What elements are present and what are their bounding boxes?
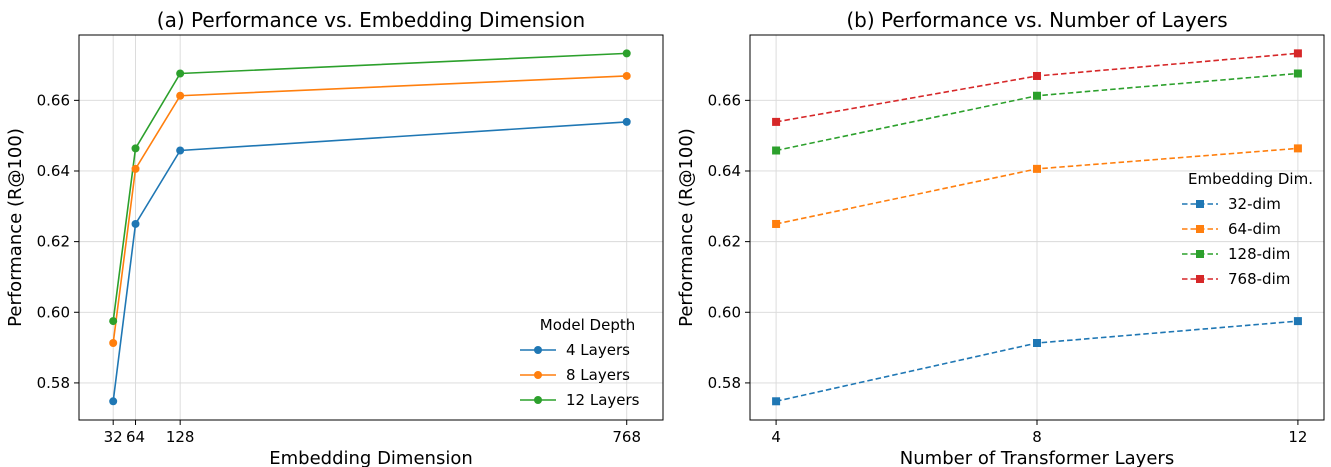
data-point-0-2 — [1293, 317, 1302, 326]
series-line-2 — [112, 52, 627, 322]
y-tick-label-0: 0.58 — [37, 374, 70, 392]
legend-marker-1 — [1196, 225, 1204, 233]
panel-b-x-axis-label: Number of Transformer Layers — [900, 448, 1174, 467]
legend-label-2: 12 Layers — [566, 391, 640, 409]
series-line-0 — [112, 121, 627, 402]
y-tick-label-3: 0.64 — [37, 162, 70, 180]
panel-b-chart: 4 8 12 0.58 0.60 0.62 0.64 0.66 (b) Performance… — [676, 8, 1325, 467]
data-point-1-2 — [1293, 144, 1302, 153]
data-point-1-3 — [622, 71, 631, 80]
legend-marker-3 — [1196, 275, 1204, 283]
panel-b-legend-title: Embedding Dim. — [1188, 170, 1313, 188]
series-line-1 — [112, 75, 627, 344]
panel-a-ticks: 32 64 128 768 0.58 0.60 0.62 0.64 0.66 — [37, 91, 641, 446]
legend-label-1: 64-dim — [1228, 220, 1281, 238]
data-point-0-0 — [109, 397, 118, 406]
y-tick-label-3: 0.64 — [708, 162, 741, 180]
data-point-3-2 — [1293, 49, 1302, 58]
legend-label-1: 8 Layers — [566, 366, 630, 384]
data-point-0-1 — [131, 219, 140, 228]
data-point-1-1 — [1033, 164, 1041, 173]
panel-b-ticks: 4 8 12 0.58 0.60 0.62 0.64 0.66 — [708, 91, 1308, 446]
legend-marker-0 — [534, 346, 542, 354]
legend-label-0: 32-dim — [1228, 195, 1281, 213]
panel-a-series-lines — [112, 52, 627, 402]
panel-b-series-markers — [772, 49, 1302, 406]
data-point-0-3 — [622, 117, 631, 126]
data-point-1-2 — [176, 91, 185, 100]
data-point-1-0 — [772, 219, 781, 228]
panel-a-x-axis-label: Embedding Dimension — [269, 448, 473, 467]
panel-a-chart: 32 64 128 768 0.58 0.60 0.62 0.64 0.66 (a) Perfo… — [5, 8, 664, 467]
legend-label-3: 768-dim — [1228, 270, 1290, 288]
y-tick-label-2: 0.62 — [708, 233, 741, 251]
x-tick-label-2: 128 — [166, 428, 195, 446]
panel-a-grid — [79, 35, 663, 420]
data-point-3-1 — [1033, 71, 1041, 80]
y-tick-label-1: 0.60 — [37, 303, 70, 321]
panel-b-legend: Embedding Dim. 32-dim 64-dim 128-dim 768-di… — [1182, 170, 1313, 288]
legend-label-2: 128-dim — [1228, 245, 1290, 263]
y-tick-label-0: 0.58 — [708, 374, 741, 392]
x-tick-label-0: 32 — [104, 428, 123, 446]
data-point-3-0 — [772, 117, 781, 126]
data-point-0-0 — [772, 397, 781, 406]
data-point-2-1 — [131, 144, 140, 153]
panel-a-title: (a) Performance vs. Embedding Dimension — [157, 8, 585, 32]
data-point-2-0 — [109, 317, 118, 326]
data-point-2-1 — [1033, 91, 1041, 100]
x-tick-label-1: 64 — [126, 428, 145, 446]
x-tick-label-1: 8 — [1032, 428, 1042, 446]
panel-a-legend: Model Depth 4 Layers 8 Layers 12 Layers — [520, 316, 640, 409]
x-tick-label-3: 768 — [612, 428, 641, 446]
panel-b-y-axis-label: Performance (R@100) — [676, 128, 697, 327]
y-tick-label-4: 0.66 — [37, 91, 70, 109]
data-point-1-1 — [131, 164, 140, 173]
x-tick-label-2: 12 — [1288, 428, 1307, 446]
data-point-2-2 — [1293, 69, 1302, 78]
panel-a-y-axis-label: Performance (R@100) — [5, 128, 26, 327]
panel-b-title: (b) Performance vs. Number of Layers — [846, 8, 1227, 32]
data-point-0-2 — [176, 146, 185, 155]
legend-marker-2 — [534, 396, 542, 404]
data-point-2-2 — [176, 69, 185, 78]
y-tick-label-4: 0.66 — [708, 91, 741, 109]
legend-marker-1 — [534, 371, 542, 379]
panel-a-legend-title: Model Depth — [540, 316, 636, 334]
legend-marker-2 — [1196, 250, 1204, 258]
y-tick-label-2: 0.62 — [37, 233, 70, 251]
legend-label-0: 4 Layers — [566, 341, 630, 359]
data-point-2-3 — [622, 49, 631, 58]
panel-a-series-markers — [109, 49, 631, 406]
panel-a-plot-frame — [78, 34, 664, 421]
y-tick-label-1: 0.60 — [708, 303, 741, 321]
legend-marker-0 — [1196, 200, 1204, 208]
x-tick-label-0: 4 — [771, 428, 781, 446]
data-point-1-0 — [109, 339, 118, 347]
data-point-2-0 — [772, 146, 781, 155]
data-point-0-1 — [1033, 339, 1041, 347]
